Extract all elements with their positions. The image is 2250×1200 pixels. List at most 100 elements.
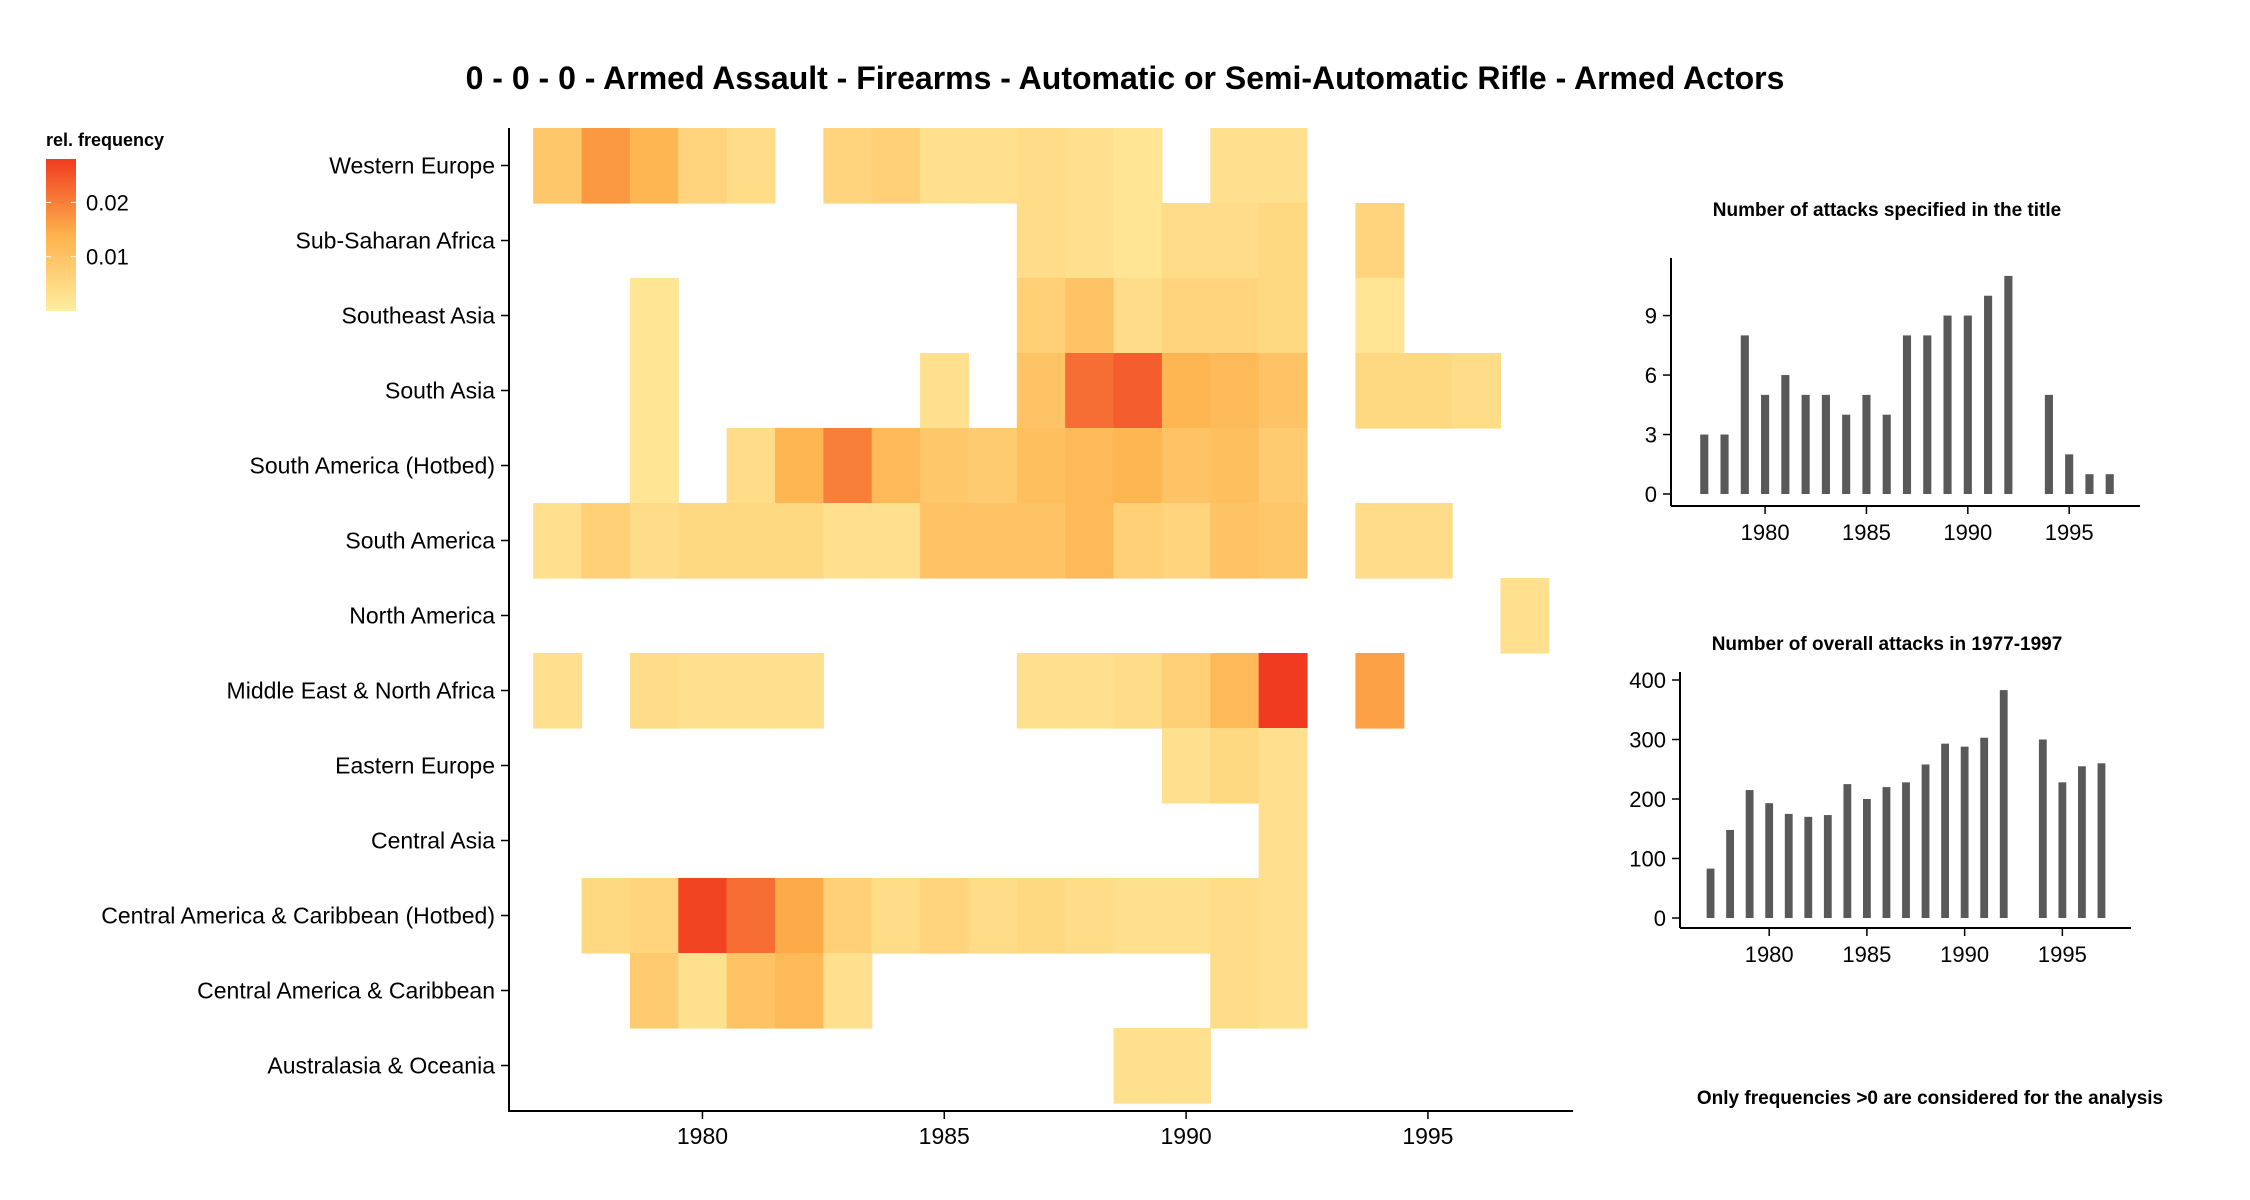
heatmap-cell [678,128,728,204]
y-tick-label: 3 [1645,423,1657,448]
bar [1943,315,1952,494]
x-tick-label: 1980 [1741,520,1790,545]
bar [1823,815,1832,918]
heatmap-cell [823,953,873,1029]
bar-chart-title: Number of overall attacks in 1977-1997 [1712,634,2063,655]
y-tick-label: 9 [1645,304,1657,329]
bar [2085,474,2094,494]
heatmap-cell [533,128,583,204]
bar-chart-attacks-specified: Number of attacks specified in the title… [1645,200,2140,545]
heatmap-cell [1113,878,1163,954]
bar [1923,335,1932,494]
bar [1842,414,1851,494]
heatmap-cell [1016,878,1066,954]
heatmap-cell [871,878,921,954]
y-tick-label: 400 [1629,668,1666,693]
heatmap-cell [1065,428,1115,504]
heatmap-cell [1500,578,1550,654]
y-tick-label: South Asia [385,378,495,404]
heatmap-cell [1210,428,1260,504]
bar [1902,782,1910,918]
x-tick-label: 1995 [2038,942,2087,967]
heatmap-cell [1210,878,1260,954]
heatmap-cell [871,503,921,579]
bar-chart-overall-attacks: Number of overall attacks in 1977-1997 0 1… [1629,634,2131,967]
bar [1941,743,1949,918]
heatmap-cell [1210,353,1260,429]
heatmap-cell [1210,728,1260,804]
y-tick-label: Southeast Asia [342,303,496,329]
heatmap-cell [726,503,776,579]
heatmap-cell [1016,278,1066,354]
heatmap-cell [1065,353,1115,429]
heatmap-cell [1403,353,1453,429]
heatmap-cell [775,953,824,1029]
bar [2004,275,2013,494]
heatmap-cell [1113,653,1163,729]
bar [1862,394,1871,494]
heatmap-cell [1113,353,1163,429]
x-tick-label: 1990 [1943,520,1992,545]
bar [1999,690,2008,918]
heatmap-cell [1258,428,1308,504]
heatmap-cell [968,428,1018,504]
heatmap-cell [1113,128,1163,204]
bar-chart-title: Number of attacks specified in the title [1713,200,2061,221]
heatmap-cell [533,653,583,729]
bar [1784,813,1793,918]
heatmap-cell [968,128,1018,204]
heatmap-cell [629,128,679,204]
heatmap-cell [1210,128,1260,204]
heatmap-cell [823,428,873,504]
heatmap-cell [1258,278,1308,354]
heatmap-cell [1403,503,1453,579]
heatmap-cell [1065,653,1115,729]
y-tick-label: Central America & Caribbean [197,978,495,1004]
bar [1882,414,1891,494]
bar [1740,335,1749,494]
heatmap-cell [920,878,970,954]
y-tick-label: 200 [1629,787,1666,812]
heatmap-cell [1016,128,1066,204]
bar [2058,782,2067,918]
heatmap-cell [968,878,1018,954]
bar [1765,803,1774,918]
heatmap-cell [1355,353,1405,429]
heatmap-cell [1210,503,1260,579]
heatmap-cell [775,878,824,954]
heatmap-cell [726,878,776,954]
bar [1821,394,1830,494]
heatmap-cell [1016,503,1066,579]
y-tick-label: 100 [1629,847,1666,872]
heatmap-cell [1452,353,1502,429]
heatmap-cell [1258,728,1308,804]
heatmap-cell [1016,353,1066,429]
heatmap-cell [726,953,776,1029]
bar [1801,394,1810,494]
bar [2105,474,2114,494]
heatmap-cell [1161,878,1211,954]
heatmap-cell [1355,203,1405,279]
y-tick-label: Sub-Saharan Africa [296,228,496,254]
heatmap-cell [775,503,824,579]
heatmap-cell [581,878,631,954]
heatmap-cell [1065,278,1115,354]
heatmap-cell [823,503,873,579]
heatmap-cell [920,503,970,579]
heatmap-cell [629,878,679,954]
heatmap-cell [1210,953,1260,1029]
x-tick-label: 1990 [1161,1123,1212,1149]
heatmap-cell [1258,503,1308,579]
heatmap-cell [823,128,873,204]
heatmap-cell [1065,503,1115,579]
heatmap-cell [581,503,631,579]
heatmap-cell [678,953,728,1029]
bar [1781,375,1790,494]
heatmap-cell [1161,203,1211,279]
heatmap-cell [1258,653,1308,729]
heatmap-cell [1210,653,1260,729]
heatmap-cell [1161,653,1211,729]
heatmap-cell [1113,203,1163,279]
heatmap-cell [1258,203,1308,279]
bar [2097,763,2106,918]
